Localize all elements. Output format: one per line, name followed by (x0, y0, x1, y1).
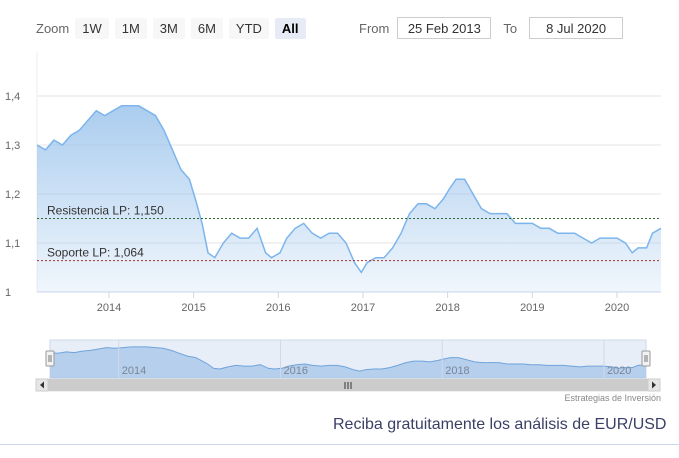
to-date-input[interactable]: 8 Jul 2020 (529, 17, 624, 39)
scroll-right-arrow-icon (652, 381, 656, 389)
price-chart: 1,4 1,3 1,2 1,1 1 2014 2015 2016 2017 2018 2019 202… (5, 52, 662, 392)
x-tick-label: 2017 (351, 302, 375, 314)
y-tick-label: 1,3 (5, 140, 20, 152)
divider (0, 444, 679, 445)
to-label: To (503, 20, 518, 36)
zoom-1w-button[interactable]: 1W (75, 17, 109, 39)
x-tick-label: 2015 (181, 302, 205, 314)
navigator-tick-label: 2018 (445, 365, 469, 377)
x-tick-label: 2019 (520, 302, 544, 314)
zoom-label: Zoom (36, 20, 70, 36)
price-line (36, 105, 662, 274)
y-tick-label: 1,2 (5, 189, 20, 201)
x-tick-label: 2020 (605, 302, 629, 314)
zoom-bar: Zoom 1W 1M 3M 6M YTD All (30, 16, 312, 40)
x-tick-label: 2014 (97, 302, 121, 314)
free-analysis-link[interactable]: Reciba gratuitamente los análisis de EUR… (333, 416, 667, 433)
navigator-line (49, 346, 647, 372)
x-tick-label: 2016 (266, 302, 290, 314)
date-range: From 25 Feb 2013 To 8 Jul 2020 (359, 16, 624, 40)
navigator-tick-label: 2020 (607, 365, 631, 377)
y-tick-label: 1,4 (5, 91, 20, 103)
navigator-right-handle[interactable] (641, 350, 651, 367)
zoom-6m-button[interactable]: 6M (190, 17, 223, 39)
zoom-ytd-button[interactable]: YTD (228, 17, 269, 39)
x-tick-label: 2018 (435, 302, 459, 314)
zoom-all-button[interactable]: All (274, 17, 306, 39)
price-area (37, 105, 661, 292)
navigator-tick-label: 2014 (122, 365, 146, 377)
y-tick-label: 1 (5, 287, 11, 299)
support-label: Soporte LP: 1,064 (47, 246, 144, 260)
resistance-label: Resistencia LP: 1,150 (47, 204, 164, 218)
from-label: From (359, 20, 390, 36)
y-tick-label: 1,1 (5, 238, 20, 250)
scroll-left-arrow-icon (40, 381, 44, 389)
navigator-area (50, 346, 646, 378)
from-date-input[interactable]: 25 Feb 2013 (397, 17, 492, 39)
chart-credit[interactable]: Estrategias de Inversión (564, 393, 661, 403)
zoom-3m-button[interactable]: 3M (152, 17, 185, 39)
zoom-1m-button[interactable]: 1M (114, 17, 147, 39)
navigator-left-handle[interactable] (45, 350, 55, 367)
navigator-tick-label: 2016 (283, 365, 307, 377)
